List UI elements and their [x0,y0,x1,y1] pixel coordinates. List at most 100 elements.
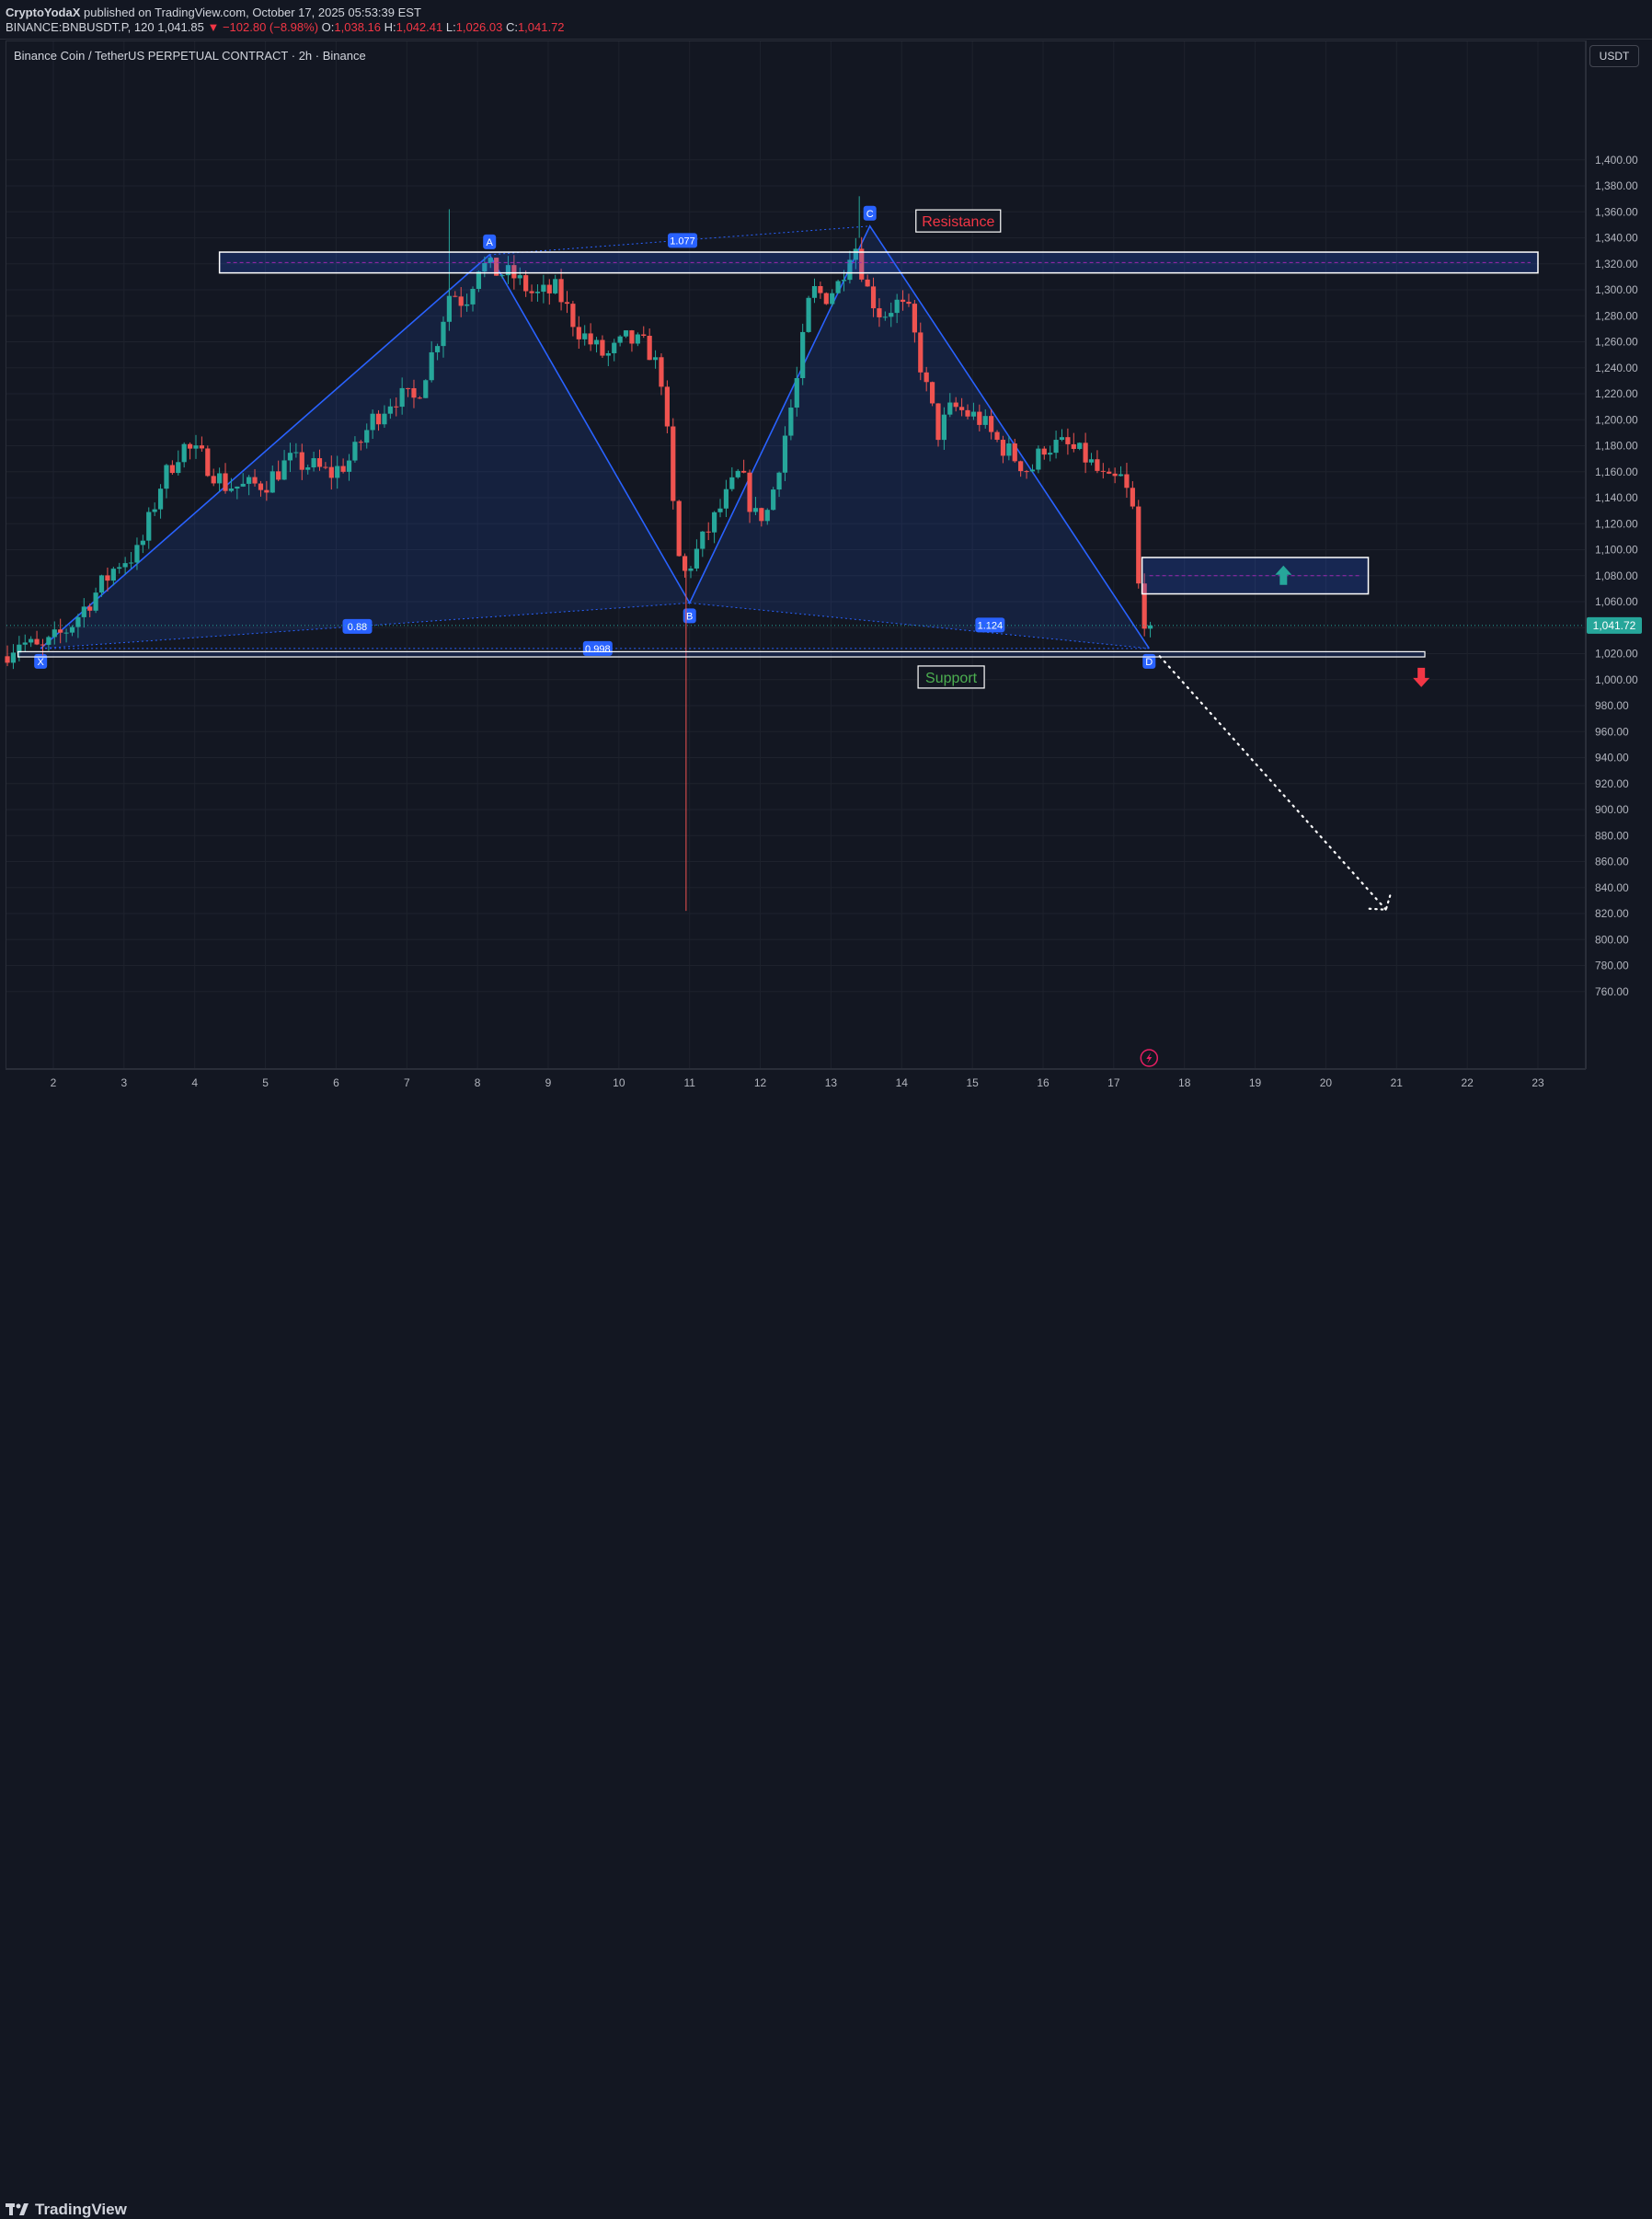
candle-body [299,452,304,470]
point-label-bg [1142,653,1156,669]
candle-body [10,652,17,663]
author-name[interactable]: CryptoYodaX [6,6,81,19]
tradingview-logo[interactable]: TradingView [6,2201,127,2219]
candle-body [941,414,946,441]
point-label-text: X [37,657,44,668]
ratio-label: 0.88 [342,618,373,634]
candle-body [176,462,181,474]
candle-body [358,442,363,443]
candle-body [764,510,770,522]
candle-body [46,637,52,645]
projection-arrowhead [1368,892,1392,911]
candle-body [989,416,994,432]
support-label: Support [917,665,985,689]
candle-body [1029,469,1036,472]
candle-body [800,331,806,378]
candle-body [117,567,122,569]
candle-body [128,562,134,564]
price-tick-label: 980.00 [1595,699,1629,712]
time-tick-label: 2 [51,1076,57,1089]
ratio-label-text: 1.077 [670,236,695,247]
candle-body [228,489,235,491]
candle-body [612,342,617,353]
candle-body [870,286,877,309]
candle-body [105,575,110,581]
price-change: ▼ −102.80 (−8.98%) [207,20,319,34]
candle-body [1136,506,1141,584]
candle-body [405,387,411,389]
event-marker-ring [1140,1049,1159,1067]
time-tick-label: 11 [683,1076,695,1089]
price-tick-label: 1,020.00 [1595,648,1638,661]
candle-body [641,334,647,336]
candle-body [717,508,723,512]
support-zone [17,650,1426,658]
candle-body [305,467,311,470]
point-label-bg [483,234,497,249]
annotation-box [915,209,1002,233]
current-price-label: 1,041.72 [1587,616,1642,634]
price-tick-label: 1,160.00 [1595,466,1638,478]
candle-body [671,426,676,501]
candle-body [623,330,629,337]
price-tick-label: 760.00 [1595,985,1629,998]
candle-body [1147,625,1153,629]
candle-body [511,265,517,279]
candle-body [1100,470,1106,472]
time-scale[interactable] [6,1069,1586,1098]
candle-body [806,297,811,332]
price-tick-label: 920.00 [1595,777,1629,790]
candle-body [81,606,86,617]
candle-body [588,333,593,345]
candle-body [729,477,735,489]
candle-body [865,279,870,287]
candle-body [411,387,417,398]
currency-button[interactable]: USDT [1589,45,1639,67]
published-text: published on TradingView.com, October 17… [80,6,421,19]
candle-body [564,302,570,305]
candle-body [181,443,187,463]
candle-body [217,473,223,484]
point-label-text: A [487,237,494,248]
price-tick-label: 1,180.00 [1595,440,1638,453]
time-axis-labels: 2 3 4 5 6 7 8 9 10 11 12 13 14 15 16 17 18 19 20 21 22 23 [51,1076,1544,1089]
candle-body [1112,473,1118,477]
candle-body [647,335,652,361]
time-tick-label: 3 [121,1076,128,1089]
candle-body [694,548,699,569]
pattern-fill-bcd [689,225,1150,649]
price-scale[interactable] [1586,40,1652,1069]
candle-body [488,258,493,263]
price-tick-label: 860.00 [1595,856,1629,868]
candle-body [429,351,434,381]
candle-body [576,327,581,339]
time-tick-label: 18 [1178,1076,1191,1089]
candle-body [546,284,552,293]
candle-body [328,466,334,478]
candle-body [617,336,623,343]
candle-body [270,471,275,493]
candle-body [741,470,747,473]
candle-body [370,413,375,431]
candle-body [629,330,635,344]
candle-body [193,445,199,449]
candle-body [1024,471,1029,473]
point-label-text: B [686,611,693,622]
event-marker-bolt [1146,1052,1153,1064]
ratio-label-text: 0.88 [348,622,367,633]
candle-body [140,540,145,546]
candle-body [287,453,293,461]
candle-body [247,477,252,484]
annotation-text: Resistance [922,214,994,230]
candle-body [335,466,340,478]
candle-body [375,413,382,425]
point-label-b: B [683,608,696,624]
candle-body [935,403,941,441]
current-price-label-bg [1587,616,1642,634]
candle-body [423,380,429,398]
candle-body [652,357,659,361]
candle-body [853,248,858,260]
time-tick-label: 9 [545,1076,552,1089]
candle-body [529,291,534,293]
candle-body [382,413,387,425]
